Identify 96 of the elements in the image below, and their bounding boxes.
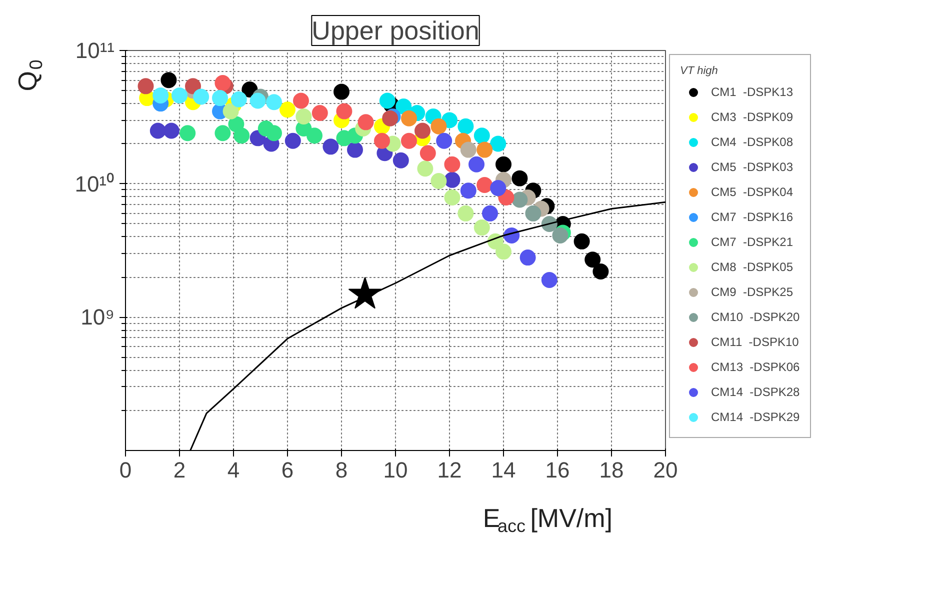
point <box>490 136 506 152</box>
x-tick-label: 20 <box>653 458 678 482</box>
legend-label: CM13 -DSPK06 <box>711 360 800 374</box>
point <box>138 78 154 94</box>
point <box>185 78 201 94</box>
point <box>574 233 590 250</box>
point <box>322 138 339 155</box>
legend-label: CM7 -DSPK16 <box>711 210 794 224</box>
x-tick-label: 18 <box>599 458 624 482</box>
x-tick-label: 16 <box>545 458 570 482</box>
chart-title: Upper position <box>312 16 480 46</box>
point <box>374 132 390 149</box>
x-tick-label: 0 <box>119 458 132 482</box>
point <box>490 180 506 196</box>
point <box>460 142 476 158</box>
legend-label: CM14 -DSPK28 <box>711 385 800 399</box>
point <box>420 145 436 162</box>
point <box>468 156 484 172</box>
point <box>296 108 312 124</box>
point <box>458 118 474 134</box>
point <box>444 172 460 188</box>
point <box>334 84 350 100</box>
point <box>541 272 558 288</box>
legend-title: VT high <box>680 65 719 77</box>
point <box>482 205 498 222</box>
point <box>280 102 296 118</box>
point <box>212 90 228 106</box>
x-tick-label: 6 <box>281 458 294 482</box>
point <box>430 173 447 189</box>
point <box>266 125 282 142</box>
point <box>496 244 512 260</box>
point <box>444 190 460 206</box>
point <box>444 156 460 172</box>
point <box>392 152 409 168</box>
x-tick-label: 8 <box>335 458 348 482</box>
point <box>379 92 396 109</box>
point <box>293 92 309 109</box>
point <box>401 132 417 149</box>
point <box>306 128 322 144</box>
point <box>150 122 166 139</box>
point <box>474 128 490 144</box>
point <box>496 156 512 172</box>
point <box>430 118 447 134</box>
point <box>401 110 417 126</box>
y-tick-label: 10⁹ <box>80 304 115 330</box>
point <box>266 94 282 110</box>
point <box>476 142 493 158</box>
legend-label: CM5 -DSPK03 <box>711 160 794 174</box>
x-tick-label: 12 <box>437 458 462 482</box>
point <box>336 103 352 120</box>
x-tick-label: 2 <box>173 458 186 482</box>
point <box>520 250 536 266</box>
legend-label: CM14 -DSPK29 <box>711 410 800 424</box>
point <box>584 252 601 268</box>
point <box>312 104 328 121</box>
point <box>358 114 374 130</box>
point <box>234 128 250 144</box>
legend-label: CM11 -DSPK10 <box>711 335 799 349</box>
y-tick-label: 10¹⁰ <box>74 171 114 196</box>
point <box>512 192 528 208</box>
point <box>193 88 210 105</box>
point <box>417 160 434 177</box>
y-axis-title: Q0 <box>12 60 46 92</box>
point <box>347 142 363 158</box>
legend-label: CM7 -DSPK21 <box>711 235 794 249</box>
point <box>592 264 609 280</box>
point <box>250 92 266 109</box>
x-tick-label: 14 <box>491 458 516 482</box>
point <box>436 132 452 149</box>
point <box>180 125 196 142</box>
x-tick-label: 4 <box>227 458 240 482</box>
point <box>414 122 430 139</box>
point <box>222 103 239 120</box>
point <box>460 182 476 199</box>
legend-label: CM1 -DSPK13 <box>711 85 794 99</box>
point <box>476 177 493 193</box>
point <box>512 170 528 186</box>
y-tick-label: 10¹¹ <box>75 38 114 63</box>
point <box>230 91 247 108</box>
point <box>152 87 169 104</box>
legend-label: CM5 -DSPK04 <box>711 185 794 199</box>
point <box>458 205 474 222</box>
point <box>214 125 231 142</box>
point <box>172 87 188 104</box>
legend-label: CM4 -DSPK08 <box>711 135 794 149</box>
point <box>525 205 542 222</box>
point <box>163 122 180 139</box>
point <box>214 75 231 92</box>
legend-label: CM8 -DSPK05 <box>711 260 794 274</box>
legend-label: CM3 -DSPK09 <box>711 110 794 124</box>
point <box>160 72 177 88</box>
legend-label: CM9 -DSPK25 <box>711 285 794 299</box>
legend-label: CM10 -DSPK20 <box>711 310 800 324</box>
point <box>474 220 490 236</box>
x-tick-label: 10 <box>383 458 408 482</box>
point <box>284 132 301 149</box>
